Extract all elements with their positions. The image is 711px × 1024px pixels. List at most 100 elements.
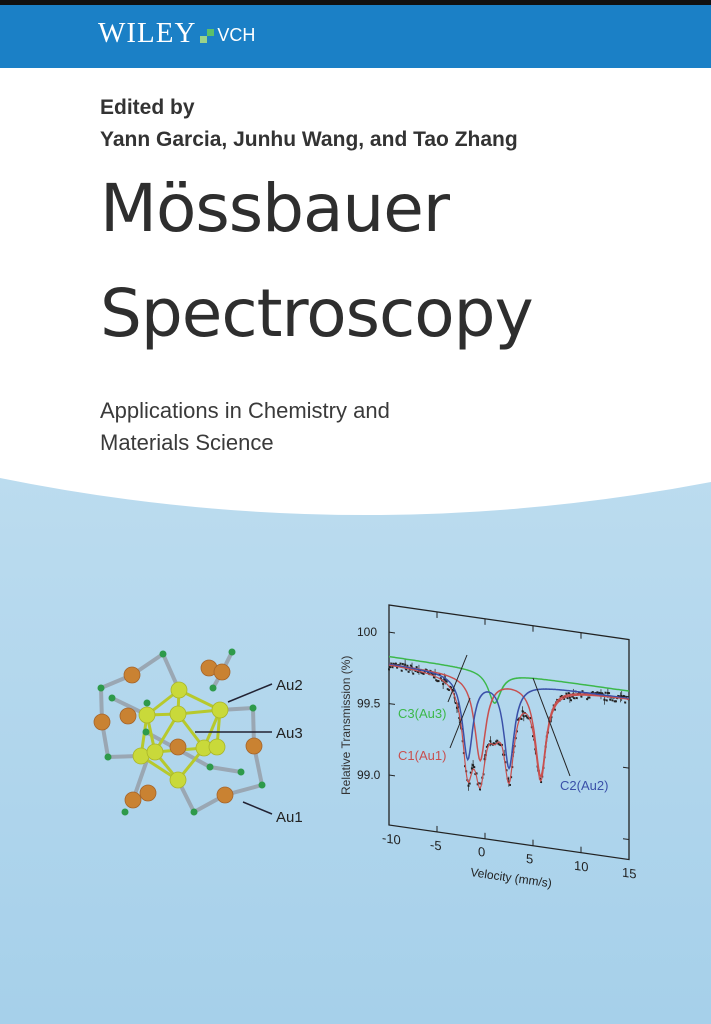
- data-point: [473, 765, 476, 769]
- atom-orange: [245, 737, 263, 755]
- atom-gold: [211, 701, 229, 719]
- x-tick-label: -10: [382, 830, 401, 848]
- x-tick-label: 0: [478, 844, 485, 860]
- atom-orange: [139, 784, 157, 802]
- y-tick: [389, 703, 395, 705]
- data-point: [406, 664, 409, 667]
- data-point: [389, 665, 392, 669]
- component-pointer: [449, 697, 471, 749]
- au1-arrow: [242, 801, 273, 815]
- data-point: [400, 669, 403, 672]
- data-point: [508, 783, 511, 787]
- data-point: [447, 688, 450, 692]
- atom-gold: [208, 738, 226, 756]
- atom-green: [209, 684, 217, 692]
- publisher-logo: WILEY VCH: [98, 18, 255, 48]
- atom-orange: [169, 738, 187, 756]
- data-point: [479, 788, 482, 791]
- atom-green: [258, 781, 266, 789]
- atom-gold: [170, 681, 188, 699]
- component-pointer: [447, 654, 468, 703]
- data-point: [409, 664, 412, 667]
- data-point: [520, 717, 523, 721]
- atom-orange: [123, 666, 141, 684]
- data-point: [437, 679, 440, 683]
- data-point: [496, 739, 499, 742]
- data-point: [609, 698, 612, 701]
- component-curve-c3: [389, 655, 629, 704]
- atom-green: [237, 768, 245, 776]
- component-label: C1(Au1): [398, 748, 446, 763]
- data-point: [614, 700, 617, 703]
- atom-orange: [93, 713, 111, 731]
- bond: [209, 765, 242, 774]
- data-point: [445, 680, 448, 683]
- edited-by-label: Edited by: [100, 96, 195, 119]
- atom-green: [142, 728, 150, 736]
- book-title-line-1: Mössbauer: [100, 170, 450, 247]
- data-point: [624, 701, 627, 704]
- data-point: [412, 672, 415, 675]
- data-point: [586, 698, 589, 701]
- data-point: [580, 695, 583, 698]
- data-point: [604, 691, 607, 694]
- y-tick: [389, 631, 395, 634]
- component-curve-c2: [389, 663, 629, 771]
- y-tick-label: 100: [357, 625, 377, 639]
- y-tick-right: [623, 766, 629, 769]
- x-tick-label: 5: [526, 851, 533, 867]
- data-point: [591, 690, 594, 694]
- data-point: [407, 670, 410, 673]
- data-point: [468, 782, 471, 785]
- atom-green: [97, 684, 105, 692]
- data-point: [401, 662, 404, 666]
- y-axis-label: Relative Transmission (%): [339, 656, 353, 795]
- label-au2: Au2: [276, 677, 303, 694]
- data-point: [566, 696, 569, 700]
- y-tick-label: 99.0: [357, 768, 381, 782]
- atom-orange: [119, 707, 137, 725]
- structure-labels: Au2 Au3 Au1: [195, 677, 303, 826]
- atom-gold: [169, 705, 187, 723]
- atom-orange: [213, 663, 231, 681]
- component-curve-c1: [389, 663, 629, 779]
- data-point: [567, 692, 570, 695]
- x-tick-label: 10: [574, 858, 588, 875]
- y-tick-label: 99.5: [357, 697, 381, 711]
- data-point: [422, 672, 425, 676]
- atom-green: [143, 699, 151, 707]
- top-edge: [0, 0, 711, 5]
- data-point: [565, 692, 568, 695]
- logo-squares-icon: [200, 29, 215, 43]
- plot-frame: [388, 604, 630, 861]
- data-point: [399, 662, 402, 665]
- data-point: [573, 697, 576, 700]
- data-point: [432, 676, 435, 679]
- y-tick-right: [623, 838, 629, 841]
- mossbauer-spectrum-plot: -10 -5 0 5 10 15: [382, 604, 636, 882]
- data-point: [570, 699, 573, 702]
- publisher-banner: [0, 5, 711, 68]
- component-pointer: [532, 677, 571, 777]
- data-point: [588, 696, 591, 699]
- gold-cluster-structure: [93, 648, 266, 816]
- publisher-imprint: VCH: [217, 25, 256, 45]
- data-point: [608, 691, 611, 695]
- label-au1: Au1: [276, 809, 303, 826]
- atom-gold: [169, 771, 187, 789]
- y-tick: [389, 774, 395, 777]
- total-fit-curve: [389, 664, 629, 789]
- atom-green: [159, 650, 167, 658]
- data-point: [611, 699, 614, 702]
- atom-green: [249, 704, 257, 712]
- x-axis-label: Velocity (mm/s): [470, 865, 553, 890]
- data-point: [394, 662, 397, 665]
- label-au3: Au3: [276, 725, 303, 742]
- component-label: C2(Au2): [560, 778, 608, 793]
- book-title-line-2: Spectroscopy: [100, 275, 534, 352]
- atom-gold: [146, 743, 164, 761]
- x-tick-label: 15: [622, 865, 636, 882]
- atom-green: [121, 808, 129, 816]
